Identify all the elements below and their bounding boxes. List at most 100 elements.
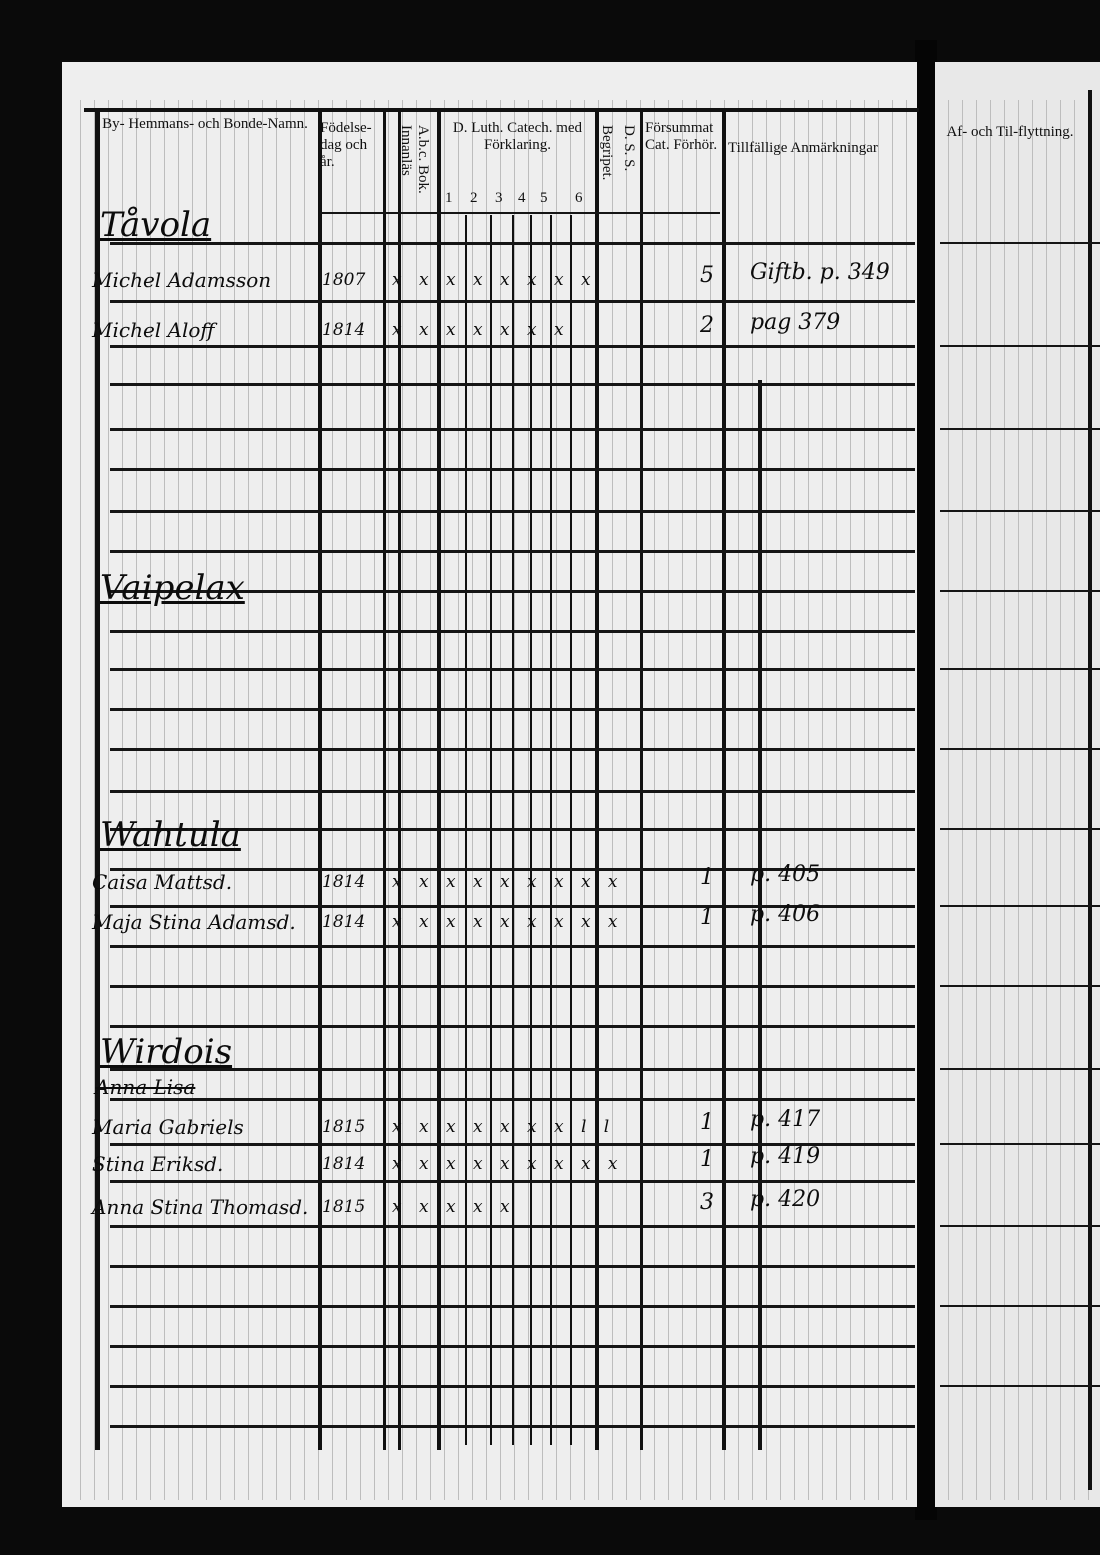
faint-ruling: [206, 100, 207, 1500]
row-line-right: [940, 1305, 1100, 1307]
faint-ruling: [402, 100, 403, 1500]
header-rule: [320, 212, 720, 214]
catechism-part-number: 2: [470, 190, 478, 206]
faint-ruling: [1074, 100, 1075, 1500]
row-line: [110, 1098, 915, 1101]
missed-count: 3: [700, 1190, 714, 1215]
village-name: Wirdois: [100, 1032, 233, 1072]
birth-year: 1814: [322, 872, 366, 892]
row-line: [110, 1345, 915, 1348]
village-name: Vaipelax: [100, 568, 245, 608]
catechism-part-number: 5: [540, 190, 548, 206]
column-line: [595, 110, 599, 1450]
row-line-right: [940, 668, 1100, 670]
row-line: [110, 905, 915, 908]
row-line: [110, 1265, 915, 1268]
header-remarks: Tillfällige Anmärkningar: [728, 140, 878, 156]
row-line: [110, 468, 915, 471]
remark-text: pag 379: [750, 310, 841, 335]
faint-ruling: [304, 100, 305, 1500]
faint-ruling: [976, 100, 977, 1500]
faint-ruling: [1004, 100, 1005, 1500]
faint-ruling: [682, 100, 683, 1500]
faint-ruling: [416, 100, 417, 1500]
faint-ruling: [486, 100, 487, 1500]
faint-ruling: [668, 100, 669, 1500]
row-line-right: [940, 510, 1100, 512]
faint-ruling: [262, 100, 263, 1500]
catechism-marks: x x x x x x x l l: [392, 1117, 616, 1137]
catechism-marks: x x x x x: [392, 1197, 516, 1217]
book-gutter: [915, 40, 937, 1520]
row-line: [110, 1180, 915, 1183]
struck-name: Anna Lisa: [95, 1075, 196, 1099]
row-line: [110, 668, 915, 671]
person-name: Caisa Mattsd.: [92, 870, 233, 894]
header-birth: Födelse-dag och år.: [320, 120, 372, 170]
faint-ruling: [164, 100, 165, 1500]
village-name: Wahtula: [100, 815, 241, 855]
person-name: Anna Stina Thomasd.: [92, 1195, 309, 1219]
column-line: [398, 110, 401, 1450]
column-line: [1088, 90, 1092, 1490]
faint-ruling: [178, 100, 179, 1500]
faint-ruling: [710, 100, 711, 1500]
person-name: Maria Gabriels: [92, 1115, 244, 1139]
remark-text: p. 417: [750, 1107, 821, 1132]
birth-year: 1815: [322, 1197, 366, 1217]
faint-ruling: [192, 100, 193, 1500]
row-line: [110, 1225, 915, 1228]
faint-ruling: [766, 100, 767, 1500]
faint-ruling: [374, 100, 375, 1500]
faint-ruling: [290, 100, 291, 1500]
missed-count: 1: [700, 1110, 714, 1135]
village-name: Tåvola: [100, 205, 212, 245]
faint-ruling: [528, 100, 529, 1500]
catechism-part-number: 6: [575, 190, 583, 206]
catechism-marks: x x x x x x x x x: [392, 1154, 624, 1174]
row-line: [110, 1068, 915, 1071]
row-line-right: [940, 1385, 1100, 1387]
faint-ruling: [906, 100, 907, 1500]
column-line: [758, 380, 762, 1450]
row-line-right: [940, 428, 1100, 430]
column-line: [318, 110, 322, 1450]
faint-ruling: [276, 100, 277, 1500]
row-line: [110, 242, 915, 245]
person-name: Michel Adamsson: [92, 268, 272, 292]
catechism-part-number: 1: [445, 190, 453, 206]
faint-ruling: [892, 100, 893, 1500]
column-line: [722, 110, 726, 1450]
row-line: [110, 985, 915, 988]
birth-year: 1807: [322, 270, 366, 290]
missed-count: 2: [700, 313, 714, 338]
row-line-right: [940, 242, 1100, 244]
missed-count: 5: [700, 263, 714, 288]
column-line: [437, 110, 441, 1450]
row-line: [110, 1143, 915, 1146]
faint-ruling: [234, 100, 235, 1500]
faint-ruling: [1018, 100, 1019, 1500]
remark-text: p. 405: [750, 862, 821, 887]
row-line-right: [940, 748, 1100, 750]
faint-ruling: [626, 100, 627, 1500]
faint-ruling: [850, 100, 851, 1500]
faint-ruling: [822, 100, 823, 1500]
birth-year: 1814: [322, 1154, 366, 1174]
faint-ruling: [80, 100, 81, 1500]
column-line: [95, 110, 100, 1450]
faint-ruling: [332, 100, 333, 1500]
faint-ruling: [94, 100, 95, 1500]
remark-text: Giftb. p. 349: [750, 260, 890, 285]
birth-year: 1814: [322, 320, 366, 340]
faint-ruling: [948, 100, 949, 1500]
row-line: [110, 945, 915, 948]
row-line: [110, 428, 915, 431]
faint-ruling: [136, 100, 137, 1500]
faint-ruling: [514, 100, 515, 1500]
top-border: [84, 108, 919, 112]
faint-ruling: [556, 100, 557, 1500]
faint-ruling: [584, 100, 585, 1500]
birth-year: 1814: [322, 912, 366, 932]
row-line: [110, 748, 915, 751]
